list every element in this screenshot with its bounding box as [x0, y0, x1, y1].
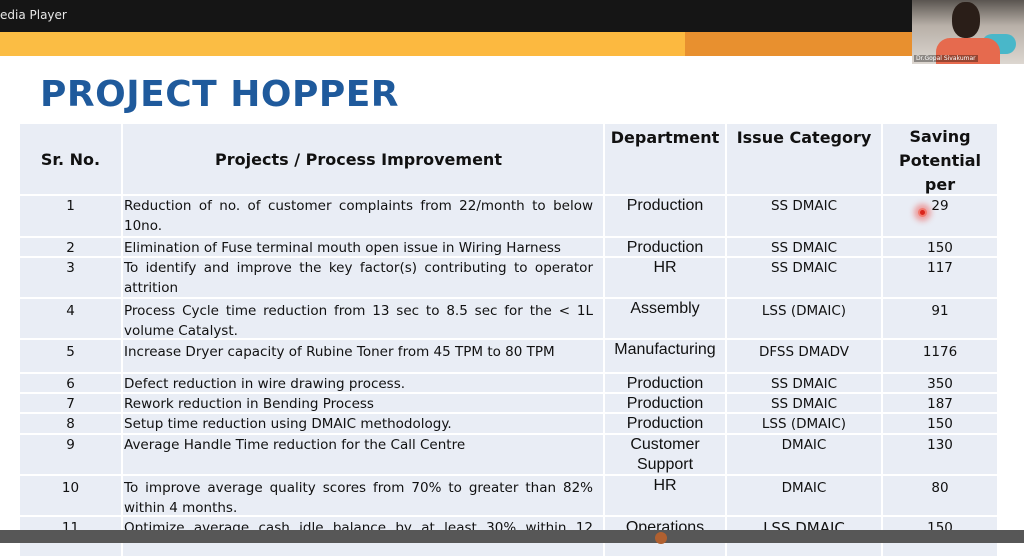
cell-sr-no: 1 — [20, 196, 123, 236]
cell-department: Production — [605, 374, 727, 392]
cell-saving: 150 — [927, 240, 953, 256]
header-project: Projects / Process Improvement — [123, 124, 605, 194]
cell-department: Production — [605, 196, 727, 236]
cell-saving: 187 — [927, 396, 953, 412]
table-row: 4 Process Cycle time reduction from 13 s… — [20, 299, 997, 340]
cell-issue-category: DFSS DMADV — [727, 340, 883, 372]
header-department: Department — [605, 124, 727, 194]
table-row: 2 Elimination of Fuse terminal mouth ope… — [20, 238, 997, 258]
accent-segment — [0, 32, 340, 56]
cell-saving: 130 — [927, 437, 953, 453]
header-department-label: Department — [610, 128, 720, 147]
cell-sr-no: 7 — [20, 394, 123, 412]
cell-project: Increase Dryer capacity of Rubine Toner … — [123, 340, 605, 372]
accent-segment — [340, 32, 685, 56]
cell-department: HR — [605, 258, 727, 297]
cell-project: Setup time reduction using DMAIC methodo… — [123, 414, 605, 433]
participant-video-body — [936, 38, 1000, 64]
participant-video — [952, 2, 980, 38]
cell-issue-category: LSS (DMAIC) — [727, 414, 883, 433]
cell-sr-no: 3 — [20, 258, 123, 297]
cell-project: Defect reduction in wire drawing process… — [123, 374, 605, 392]
cell-project: Average Handle Time reduction for the Ca… — [123, 435, 605, 474]
cell-issue-category: DMAIC — [727, 435, 883, 474]
cell-issue-category: SS DMAIC — [727, 374, 883, 392]
cell-issue-category: LSS (DMAIC) — [727, 299, 883, 338]
header-sr-no: Sr. No. — [20, 124, 123, 194]
title-bar: edia Player — [0, 0, 1024, 32]
header-issue-category-label: Issue Category — [736, 128, 872, 147]
table-row: 3 To identify and improve the key factor… — [20, 258, 997, 299]
cell-issue-category: SS DMAIC — [727, 238, 883, 256]
table-row: 10 To improve average quality scores fro… — [20, 476, 997, 517]
cell-project: To identify and improve the key factor(s… — [123, 258, 605, 297]
header-sr-no-label: Sr. No. — [40, 150, 101, 169]
cell-issue-category: SS DMAIC — [727, 258, 883, 297]
cell-department: Customer Support — [605, 435, 727, 474]
cell-saving: 117 — [927, 260, 953, 276]
cell-department: Assembly — [605, 299, 727, 338]
cell-saving: 350 — [927, 376, 953, 392]
cell-department: Production — [605, 238, 727, 256]
cell-saving: 91 — [931, 303, 949, 319]
header-saving-line: Potential per — [898, 151, 982, 194]
cell-department: Production — [605, 414, 727, 433]
cell-saving: 80 — [931, 480, 949, 496]
cell-saving: 29 — [931, 198, 949, 214]
pointer-highlight-icon — [918, 208, 927, 217]
cell-project: Rework reduction in Bending Process — [123, 394, 605, 412]
cell-department: Production — [605, 394, 727, 412]
slide-accent-bar — [0, 32, 1024, 56]
accent-segment — [685, 32, 912, 56]
cell-sr-no: 2 — [20, 238, 123, 256]
cell-project: Elimination of Fuse terminal mouth open … — [123, 238, 605, 256]
table-row: 9 Average Handle Time reduction for the … — [20, 435, 997, 476]
table-header-row: Sr. No. Projects / Process Improvement D… — [20, 124, 997, 242]
cell-sr-no: 9 — [20, 435, 123, 474]
header-issue-category: Issue Category — [727, 124, 883, 194]
table-row: 5 Increase Dryer capacity of Rubine Tone… — [20, 340, 997, 374]
cell-saving: 1176 — [922, 344, 958, 360]
cell-sr-no: 8 — [20, 414, 123, 433]
cell-department: Manufacturing — [605, 340, 727, 372]
header-saving-potential: Saving Potential per annum (Lacs) — [883, 124, 997, 242]
cell-project: Reduction of no. of customer complaints … — [123, 196, 605, 236]
header-saving-line: Saving — [909, 127, 971, 146]
slide-title: PROJECT HOPPER — [40, 74, 400, 115]
header-project-label: Projects / Process Improvement — [215, 150, 502, 169]
cell-department: HR — [605, 476, 727, 515]
participant-name: Dr.Gopal Sivakumar — [914, 55, 978, 62]
app-title: edia Player — [0, 8, 67, 22]
table-row: 7 Rework reduction in Bending Process Pr… — [20, 394, 997, 414]
cell-sr-no: 6 — [20, 374, 123, 392]
cell-project: Process Cycle time reduction from 13 sec… — [123, 299, 605, 339]
cell-project: To improve average quality scores from 7… — [123, 476, 605, 516]
cell-sr-no: 5 — [20, 340, 123, 372]
media-controls-bar[interactable] — [0, 530, 1024, 544]
table-row: 8 Setup time reduction using DMAIC metho… — [20, 414, 997, 435]
table-row: 6 Defect reduction in wire drawing proce… — [20, 374, 997, 394]
cell-issue-category: SS DMAIC — [727, 196, 883, 236]
cell-sr-no: 4 — [20, 299, 123, 338]
cell-sr-no: 10 — [20, 476, 123, 515]
cell-saving: 150 — [927, 416, 953, 432]
seek-handle[interactable] — [655, 532, 667, 544]
cell-issue-category: SS DMAIC — [727, 394, 883, 412]
cell-issue-category: DMAIC — [727, 476, 883, 515]
webcam-video-tile[interactable]: Dr.Gopal Sivakumar — [912, 0, 1024, 64]
table-row: 1 Reduction of no. of customer complaint… — [20, 196, 997, 238]
